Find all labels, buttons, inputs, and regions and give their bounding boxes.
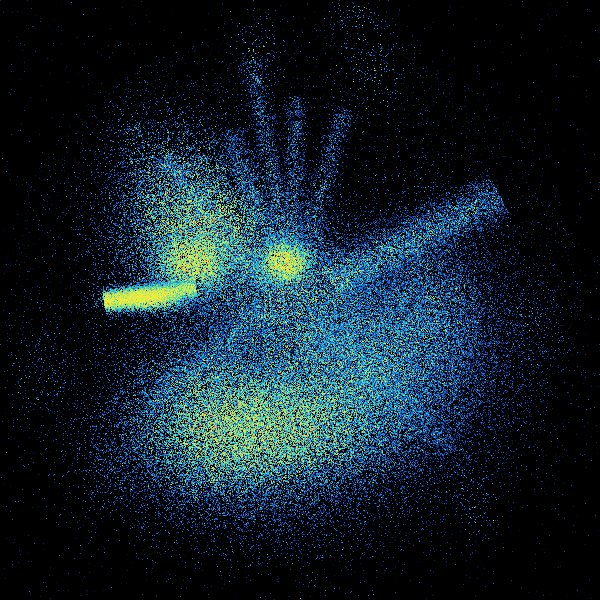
density-scatter-canvas [0,0,600,600]
visualization-root: Dense point-density scatter of a diffuse… [0,0,600,600]
